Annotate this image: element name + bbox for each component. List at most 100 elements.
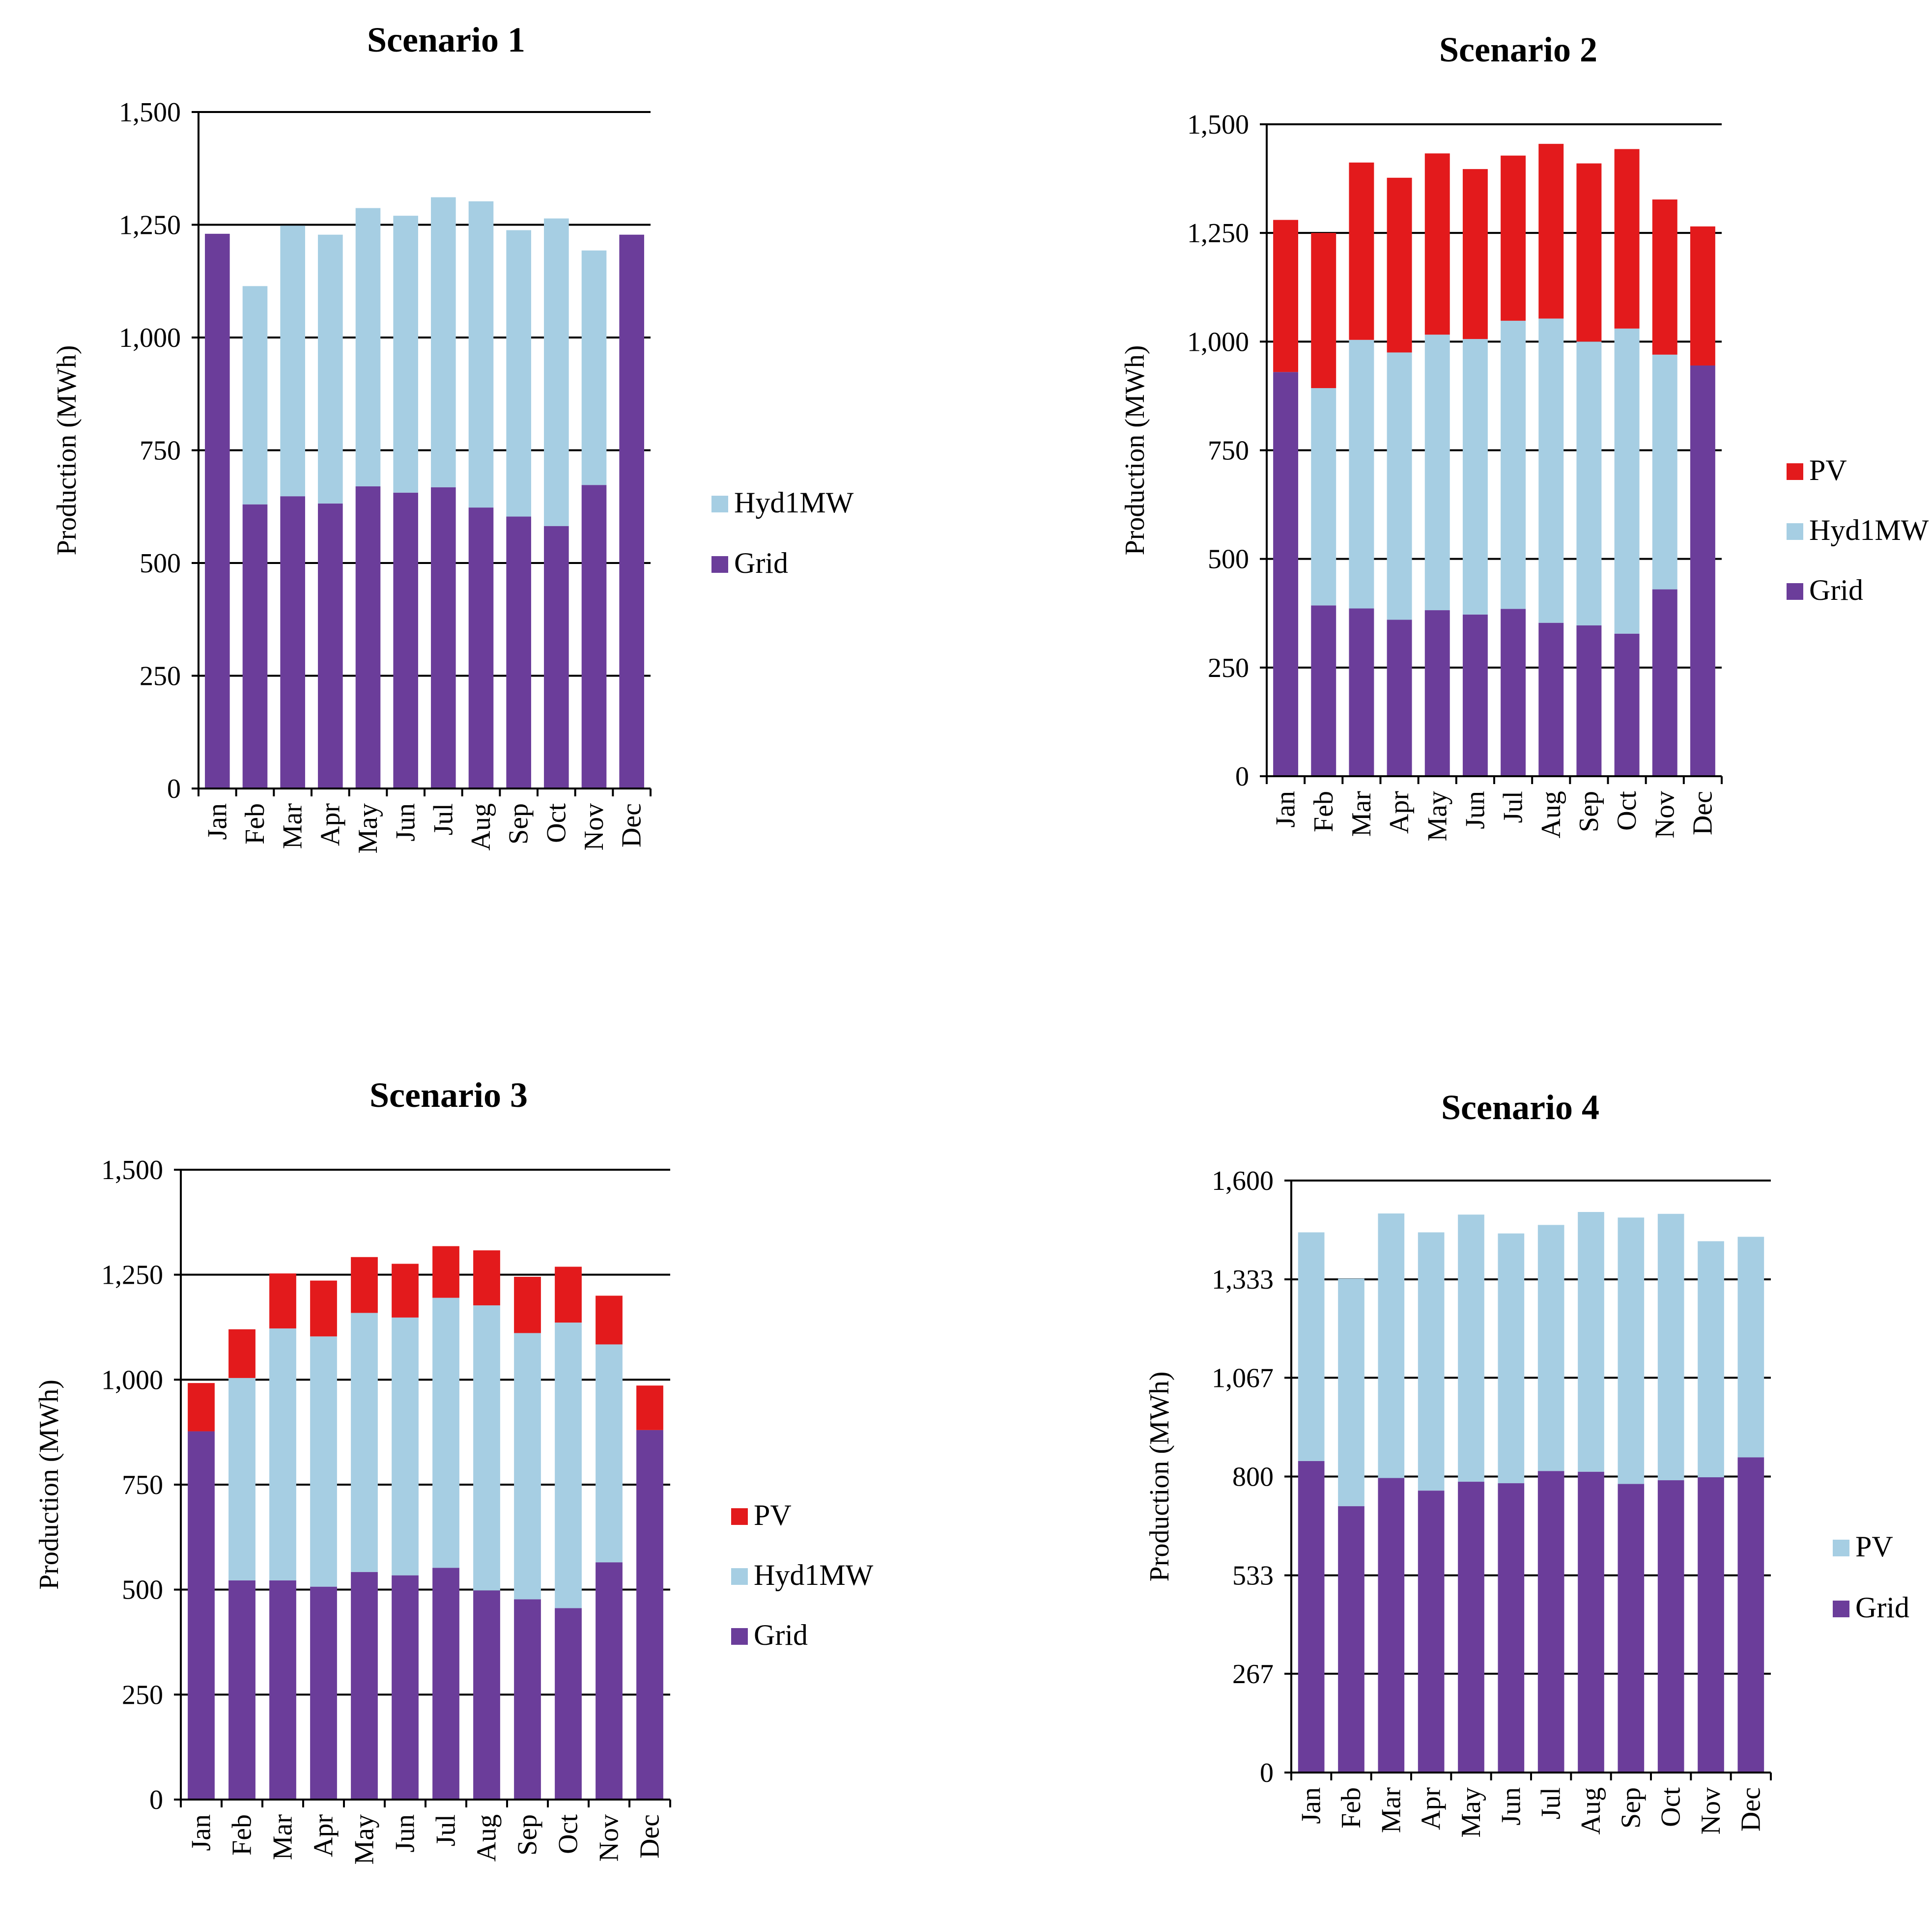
- x-tick-label: Mar: [278, 803, 308, 849]
- bar-pv-apr: [1387, 177, 1412, 353]
- bar-pv-jun: [392, 1264, 419, 1318]
- chart-title: Scenario 1: [367, 20, 525, 59]
- bar-grid-oct: [1614, 633, 1640, 776]
- legend-swatch-grid: [1833, 1601, 1849, 1617]
- bar-hyd1mw-nov: [581, 250, 607, 485]
- bar-grid-mar: [1349, 608, 1374, 776]
- bar-pv-feb: [1311, 233, 1336, 388]
- y-tick-label: 1,000: [101, 1365, 163, 1395]
- bar-hyd1mw-nov: [596, 1344, 623, 1563]
- bar-hyd1mw-jun: [1462, 339, 1488, 615]
- bar-pv-may: [351, 1257, 378, 1313]
- chart-title: Scenario 4: [1441, 1088, 1599, 1127]
- x-tick-label: Sep: [1574, 791, 1604, 832]
- legend-swatch-pv: [731, 1508, 748, 1525]
- legend: PV Grid: [1833, 1530, 1909, 1624]
- bar-pv-may: [1424, 153, 1450, 335]
- bar-hyd1mw-mar: [269, 1328, 296, 1580]
- x-tick-label: Apr: [1384, 791, 1415, 834]
- chart-title: Scenario 2: [1439, 30, 1597, 69]
- y-axis-label: Production (MWh): [34, 1380, 64, 1590]
- bar-pv-jan: [1273, 220, 1299, 372]
- legend-label: Hyd1MW: [734, 486, 854, 519]
- bar-pv-feb: [1338, 1278, 1364, 1506]
- x-tick-label: Feb: [1308, 791, 1339, 832]
- bar-grid-sep: [1576, 625, 1602, 776]
- x-tick-label: Apr: [1416, 1787, 1447, 1830]
- bar-hyd1mw-jul: [432, 1297, 459, 1568]
- bar-grid-jun: [1498, 1483, 1525, 1773]
- bar-pv-apr: [1418, 1232, 1445, 1491]
- bar-grid-dec: [636, 1430, 663, 1800]
- x-tick-label: Nov: [1696, 1787, 1726, 1834]
- chart-4: Scenario 4 Production (MWh) 0 267 533 800 1,06…: [1144, 1088, 1909, 1838]
- bar-pv-sep: [1576, 163, 1602, 342]
- bar-pv-jan: [188, 1383, 215, 1432]
- x-tick-label: Aug: [466, 803, 496, 850]
- bar-pv-may: [1458, 1214, 1484, 1482]
- bar-hyd1mw-may: [355, 208, 381, 486]
- bar-grid-feb: [1311, 605, 1336, 776]
- x-tick-label: May: [1456, 1787, 1486, 1838]
- bar-grid-apr: [310, 1586, 337, 1800]
- chart-title: Scenario 3: [369, 1075, 528, 1115]
- bar-hyd1mw-aug: [473, 1305, 500, 1591]
- y-tick-label: 1,250: [101, 1260, 163, 1291]
- bar-grid-nov: [581, 485, 607, 789]
- y-tick-label: 1,500: [119, 97, 181, 128]
- y-tick-label: 0: [1260, 1758, 1274, 1788]
- x-tick-label: Jun: [1496, 1787, 1526, 1826]
- x-tick-label: Feb: [1336, 1787, 1366, 1829]
- x-tick-label: Jan: [202, 803, 232, 840]
- bar-grid-jan: [188, 1431, 215, 1800]
- x-tick-label: Aug: [1536, 791, 1566, 838]
- bar-hyd1mw-oct: [1614, 328, 1640, 634]
- bar-hyd1mw-apr: [310, 1336, 337, 1587]
- bar-grid-sep: [1618, 1484, 1645, 1773]
- x-tick-label: Sep: [512, 1814, 543, 1856]
- bar-pv-nov: [1698, 1241, 1724, 1478]
- bar-grid-jan: [1273, 372, 1299, 776]
- bar-pv-aug: [473, 1250, 500, 1306]
- bar-hyd1mw-mar: [280, 225, 305, 497]
- y-tick-label: 250: [140, 661, 181, 692]
- bar-grid-mar: [1378, 1478, 1405, 1773]
- bar-grid-nov: [1698, 1477, 1724, 1773]
- bar-grid-dec: [619, 234, 644, 789]
- y-tick-label: 250: [1208, 653, 1249, 683]
- x-tick-label: Jan: [1271, 791, 1301, 828]
- x-tick-label: Aug: [1576, 1787, 1606, 1834]
- x-tick-label: Sep: [504, 803, 534, 845]
- bar-hyd1mw-sep: [506, 230, 531, 517]
- bar-hyd1mw-aug: [468, 201, 494, 508]
- chart-3: Scenario 3 Production (MWh) 0 250 500 750 1,00…: [34, 1075, 874, 1865]
- x-tick-label: Mar: [268, 1814, 298, 1860]
- x-tick-label: Mar: [1346, 791, 1377, 837]
- y-tick-label: 1,000: [119, 323, 181, 353]
- legend-label: PV: [1855, 1530, 1893, 1563]
- bar-pv-nov: [596, 1295, 623, 1345]
- legend-swatch-pv: [1833, 1540, 1849, 1556]
- x-tick-label: Dec: [1735, 1787, 1766, 1831]
- x-tick-label: Oct: [541, 803, 571, 843]
- x-tick-label: Jul: [1536, 1787, 1566, 1819]
- bar-hyd1mw-oct: [544, 218, 569, 526]
- x-tick-label: Jul: [431, 1814, 461, 1846]
- bar-pv-oct: [1614, 149, 1640, 329]
- x-tick-label: Oct: [1656, 1787, 1686, 1827]
- legend-swatch-hyd1mw: [731, 1568, 748, 1585]
- y-axis-label: Production (MWh): [1144, 1372, 1175, 1582]
- legend-label: Grid: [1855, 1591, 1909, 1624]
- bar-hyd1mw-jun: [393, 216, 418, 493]
- bar-grid-may: [355, 486, 381, 789]
- bar-grid-dec: [1737, 1457, 1764, 1773]
- legend-label: PV: [754, 1499, 792, 1531]
- bar-pv-jul: [1501, 155, 1526, 321]
- bar-grid-aug: [1538, 622, 1564, 776]
- x-tick-label: Apr: [309, 1814, 339, 1857]
- x-tick-label: Jun: [1460, 791, 1490, 829]
- x-tick-label: Oct: [553, 1814, 584, 1854]
- y-tick-label: 1,500: [1187, 110, 1249, 140]
- y-tick-label: 500: [122, 1575, 163, 1605]
